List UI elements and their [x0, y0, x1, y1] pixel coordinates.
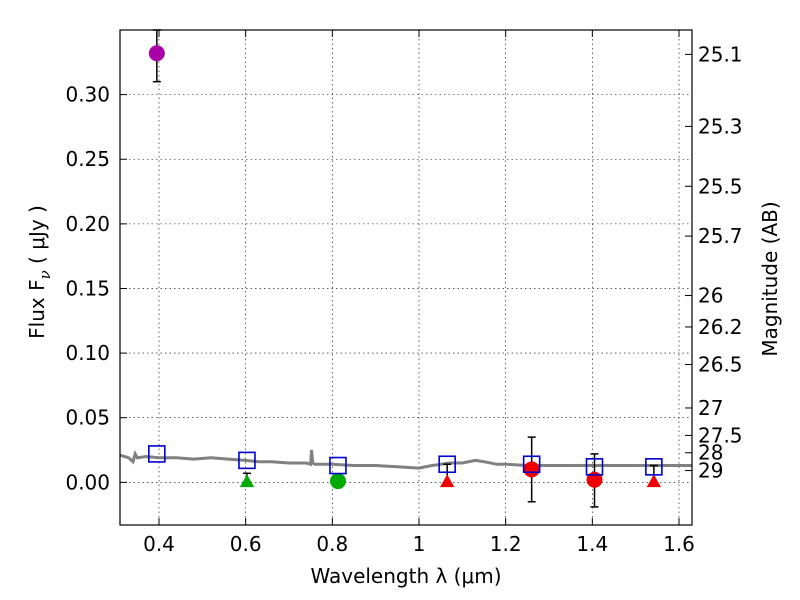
magnitude-tick-label: 25.5 — [698, 174, 743, 198]
x-tick-label: 0.4 — [143, 532, 175, 556]
magnitude-tick-label: 25.7 — [698, 224, 743, 248]
model-photometry-marker — [148, 445, 166, 463]
magnitude-tick-label: 25.3 — [698, 114, 743, 138]
model-photometry-marker — [438, 455, 456, 474]
magnitude-tick-label: 29 — [698, 459, 723, 483]
x-tick-label: 1.2 — [490, 532, 522, 556]
y-tick-label: 0.15 — [65, 276, 110, 300]
x-tick-label: 1.6 — [663, 532, 695, 556]
magnitude-tick-label: 26.5 — [698, 352, 743, 376]
upper-limit-marker — [439, 474, 455, 488]
magnitude-tick-label: 27 — [698, 396, 723, 420]
observed-point — [329, 473, 346, 490]
model-photometry-marker — [522, 455, 541, 474]
grid-lines — [120, 30, 692, 525]
x-tick-label: 0.6 — [230, 532, 262, 556]
observed-point — [586, 471, 603, 488]
y-tick-label: 0.25 — [65, 147, 110, 171]
y-tick-label: 0.20 — [65, 212, 110, 236]
y-axis-label: Flux Fν ( μJy ) — [25, 205, 54, 339]
model-sed-line — [119, 449, 692, 470]
magnitude-tick-label: 26 — [698, 284, 723, 308]
upper-limit-marker — [646, 474, 662, 488]
observed-points — [148, 45, 662, 490]
error-bars — [152, 29, 658, 508]
y-tick-label: 0.05 — [65, 406, 110, 430]
plot-frame — [119, 29, 693, 526]
y-axis-ticks: 0.00 0.05 0.10 0.15 0.20 0.25 0.30 — [65, 83, 127, 494]
magnitude-tick-label: 28 — [698, 441, 723, 465]
x-axis-label: Wavelength λ (μm) — [310, 564, 501, 588]
model-photometry-marker — [329, 456, 347, 475]
magnitude-tick-label: 27.5 — [698, 423, 743, 447]
model-photometry-points — [148, 445, 663, 476]
x-tick-label: 1.4 — [576, 532, 608, 556]
upper-limit-marker — [239, 474, 255, 488]
y-tick-label: 0.30 — [65, 83, 110, 107]
observed-point — [148, 45, 165, 62]
x-tick-label: 1 — [413, 532, 426, 556]
y-tick-label: 0.00 — [65, 470, 110, 494]
model-photometry-marker — [238, 451, 256, 470]
observed-point — [523, 461, 540, 478]
x-axis-ticks: 0.4 0.6 0.8 1 1.2 1.4 1.6 — [143, 30, 695, 556]
magnitude-axis-label: Magnitude (AB) — [758, 201, 782, 356]
model-photometry-marker — [585, 458, 604, 476]
magnitude-tick-label: 26.2 — [698, 315, 743, 339]
magnitude-tick-label: 25.1 — [698, 42, 743, 66]
model-photometry-marker — [645, 458, 663, 476]
x-tick-label: 0.8 — [316, 532, 348, 556]
y-tick-label: 0.10 — [65, 341, 110, 365]
